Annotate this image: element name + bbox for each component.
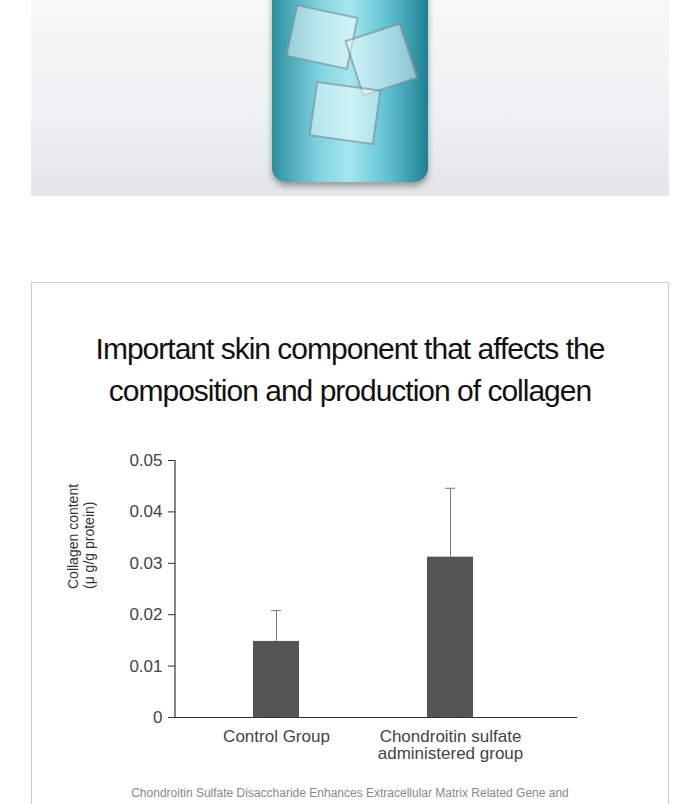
- svg-text:Collagen content(μ g/g protein: Collagen content(μ g/g protein): [65, 484, 97, 589]
- svg-text:Chondroitin sulfateadministere: Chondroitin sulfateadministered group: [378, 727, 524, 763]
- svg-text:0.04: 0.04: [129, 502, 162, 521]
- svg-text:Control Group: Control Group: [223, 727, 330, 746]
- svg-text:0: 0: [153, 708, 162, 727]
- html-text:Important skin component that: Important skin component that affects th…: [95, 332, 605, 407]
- svg-text:0.02: 0.02: [129, 605, 162, 624]
- svg-text:0.05: 0.05: [129, 451, 162, 470]
- svg-text:0.03: 0.03: [129, 554, 162, 573]
- html-text:Chondroitin Sulfate Disacchari: Chondroitin Sulfate Disaccharide Enhance…: [131, 786, 569, 800]
- svg-text:0.01: 0.01: [129, 657, 162, 676]
